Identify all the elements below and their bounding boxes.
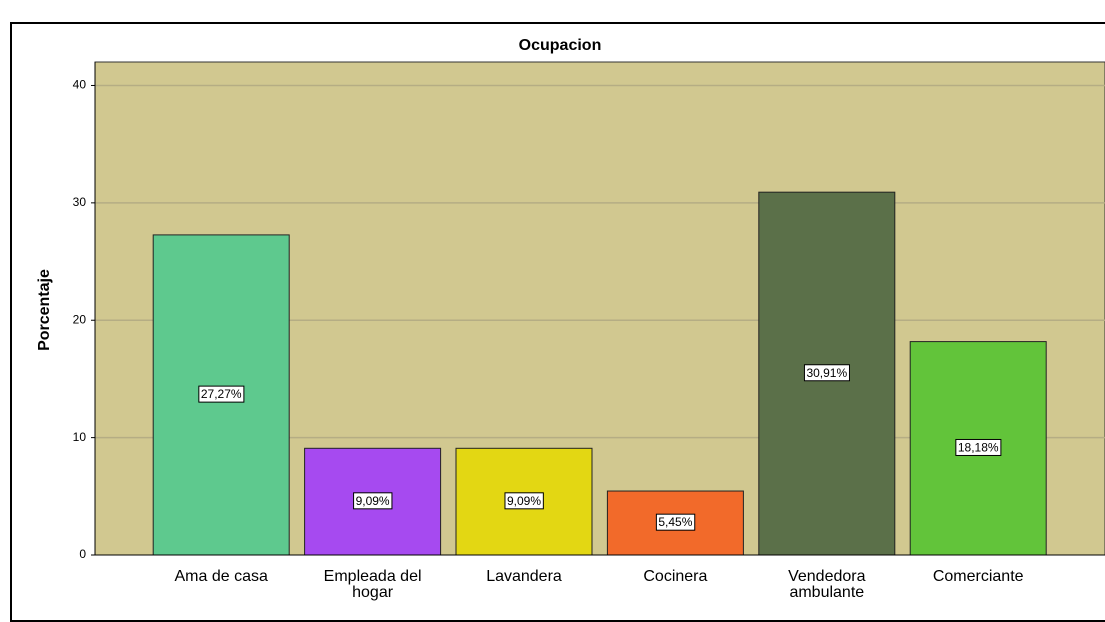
y-tick-label: 30 [73,195,87,209]
value-label: 18,18% [958,440,999,454]
x-tick-label: Vendedora ambulante [788,568,866,601]
y-tick-label: 20 [73,312,87,326]
value-label-box [955,438,1002,456]
y-tick-label: 10 [73,430,87,444]
value-label: 5,45% [658,515,692,529]
value-label-box [198,385,245,403]
x-tick-label: Cocinera [643,568,708,585]
y-tick-label: 0 [79,547,86,561]
y-axis-label: Porcentaje [36,269,53,351]
value-label-box [655,513,696,531]
value-label: 30,91% [806,366,847,380]
y-tick-label: 40 [73,78,87,92]
value-label-box [504,492,544,510]
value-label-box [803,364,850,382]
x-tick-label: Ama de casa [174,568,268,585]
x-tick-label: Comerciante [932,568,1024,585]
x-tick-label: Lavandera [486,568,562,585]
value-label: 9,09% [507,494,541,508]
chart-title: Ocupacion [519,37,602,54]
chart: Ocupacion Porcentaje 0 10 20 30 40 27,27% 9,09… [36,37,1105,561]
value-label: 27,27% [201,387,242,401]
value-label: 9,09% [356,494,390,508]
x-tick-label: Empleada del hogar [323,568,422,601]
value-label-box [353,492,393,510]
page: {"chart_data": {"type": "bar", "title": … [10,22,1105,622]
